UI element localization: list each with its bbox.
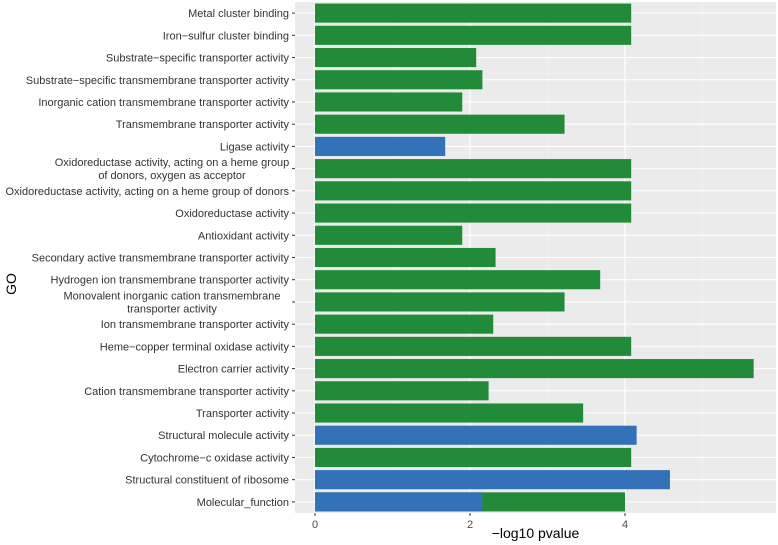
x-ticks: 0 2 4 [312,513,628,531]
category-label: Structural molecule activity [158,430,289,442]
bar-green [315,181,632,201]
category-label: Iron−sulfur cluster binding [163,30,289,42]
bar-green [315,292,565,312]
bar-green [315,3,632,23]
category-label: Substrate−specific transporter activity [106,53,290,65]
bar-green [315,247,496,268]
bar-green [315,159,632,179]
category-label: Cytochrome−c oxidase activity [140,452,289,464]
category-label: Oxidoreductase activity [175,208,289,220]
bar-green [315,92,463,112]
category-label: Molecular_function [197,497,289,509]
category-label: Inorganic cation transmembrane transport… [38,97,289,109]
bar-green [315,270,601,290]
bar-green [315,70,483,90]
category-label: Metal cluster binding [188,8,289,20]
bar-green [315,225,463,245]
bar-green [315,447,632,468]
category-label: Substrate−specific transmembrane transpo… [26,75,290,87]
bar-green [315,203,632,223]
category-label: Oxidoreductase activity, acting on a hem… [5,186,289,198]
x-tick-label: 2 [467,519,473,531]
category-labels: Metal cluster binding Iron−sulfur cluster… [5,8,295,509]
bar-blue [315,425,637,445]
category-label-line: of donors, oxygen as acceptor [98,170,246,182]
category-label: Hydrogen ion transmembrane transporter a… [51,275,290,287]
bar-blue [315,470,670,490]
category-label: Transmembrane transporter activity [116,119,290,131]
category-label-line: Monovalent inorganic cation transmembran… [63,290,280,302]
x-tick-label: 0 [312,519,318,531]
bar-green [315,403,584,423]
bar-blue [315,492,483,512]
x-tick-label: 4 [622,519,628,531]
category-label: Cation transmembrane transporter activit… [84,386,289,398]
category-label: Electron carrier activity [178,364,290,376]
category-label: Heme−copper terminal oxidase activity [100,341,290,353]
bar-blue [315,136,446,156]
category-label: Structural constituent of ribosome [125,475,289,487]
category-label: Monovalent inorganic cation transmembran… [63,290,280,315]
category-label: Secondary active transmembrane transport… [32,253,290,265]
category-label: Antioxidant activity [198,230,290,242]
bar-green [315,336,632,356]
category-label: Transporter activity [196,408,290,420]
bar-green [315,314,494,334]
bar-green [315,25,632,45]
category-label: Ligase activity [220,141,290,153]
y-axis-title: GO [3,273,19,295]
bar-green [315,381,489,401]
bar-green [315,114,565,134]
category-label: Ion transmembrane transporter activity [101,319,290,331]
category-label-line: Oxidoreductase activity, acting on a hem… [55,157,290,169]
bar-green [315,359,754,379]
x-axis-title: −log10 pvalue [492,525,580,541]
bar-green [315,47,477,68]
category-label-line: transporter activity [127,303,217,315]
bars [315,3,754,512]
category-label: Oxidoreductase activity, acting on a hem… [55,157,290,182]
